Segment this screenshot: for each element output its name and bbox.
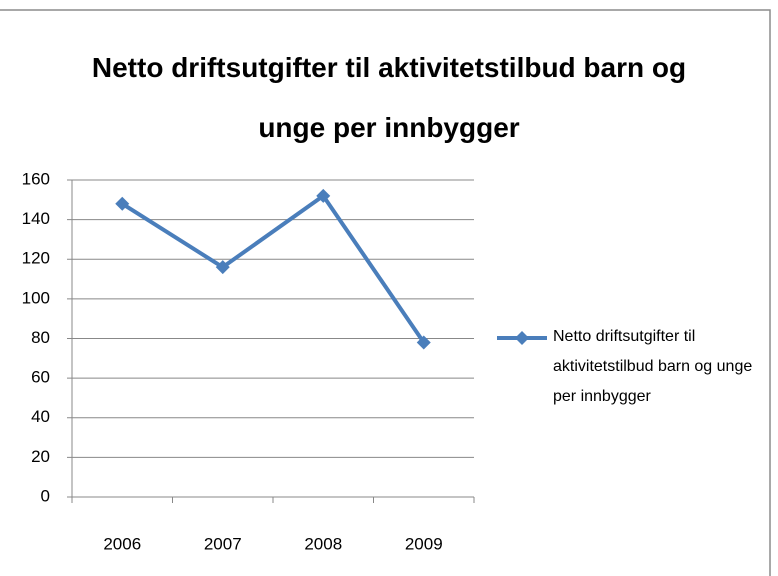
- y-tick-label: 100: [22, 288, 50, 307]
- y-tick-label: 0: [41, 486, 50, 505]
- x-tick-label: 2007: [204, 534, 242, 553]
- legend-marker: [515, 331, 529, 345]
- x-tick-label: 2008: [304, 534, 342, 553]
- marker: [416, 335, 431, 350]
- y-tick-label: 60: [31, 368, 50, 387]
- marker: [316, 188, 331, 203]
- marker: [115, 196, 130, 211]
- x-tick-label: 2006: [103, 534, 141, 553]
- y-tick-label: 80: [31, 328, 50, 347]
- chart-title: Netto driftsutgifter til aktivitetstilbu…: [91, 52, 687, 143]
- chart-border: [0, 9, 771, 576]
- legend-label: Netto driftsutgifter til aktivitetstilbu…: [553, 328, 753, 405]
- marker: [215, 260, 230, 275]
- y-tick-label: 120: [22, 249, 50, 268]
- series-line: [121, 193, 426, 344]
- x-tick-label: 2009: [405, 534, 443, 553]
- y-tick-label: 160: [22, 169, 50, 188]
- y-tick-label: 140: [22, 209, 50, 228]
- y-tick-label: 40: [31, 407, 50, 426]
- y-tick-label: 20: [31, 447, 50, 466]
